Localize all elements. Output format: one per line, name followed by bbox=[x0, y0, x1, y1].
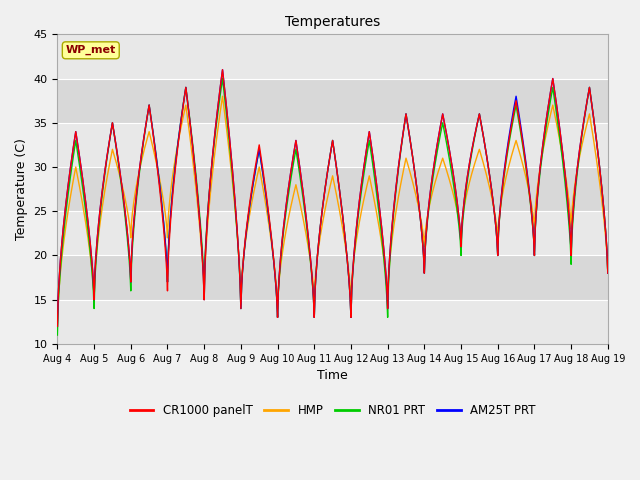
Bar bbox=[58, 300, 608, 344]
Bar bbox=[58, 123, 608, 167]
Bar bbox=[58, 79, 608, 123]
Bar bbox=[58, 167, 608, 211]
Title: Temperatures: Temperatures bbox=[285, 15, 380, 29]
Bar bbox=[58, 211, 608, 255]
X-axis label: Time: Time bbox=[317, 369, 348, 382]
Bar bbox=[58, 255, 608, 300]
Y-axis label: Temperature (C): Temperature (C) bbox=[15, 138, 28, 240]
Text: WP_met: WP_met bbox=[66, 45, 116, 55]
Legend: CR1000 panelT, HMP, NR01 PRT, AM25T PRT: CR1000 panelT, HMP, NR01 PRT, AM25T PRT bbox=[125, 399, 540, 422]
Bar bbox=[58, 35, 608, 79]
